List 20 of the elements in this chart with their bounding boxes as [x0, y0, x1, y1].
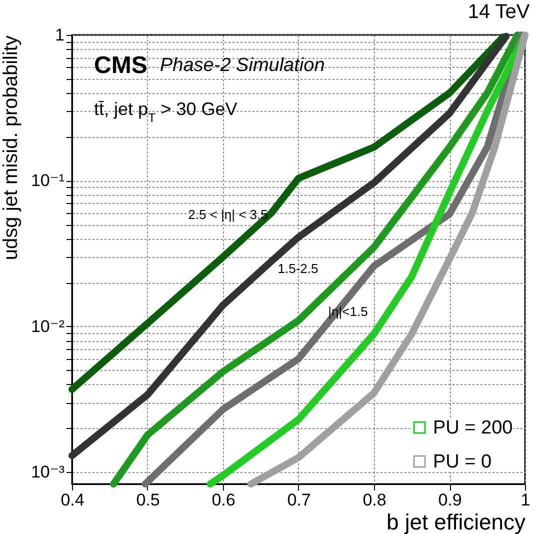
annotation: CMS [94, 52, 148, 79]
x-tick-label: 0.7 [287, 490, 311, 510]
x-tick-label: 0.9 [438, 490, 462, 510]
x-tick-label: 0.8 [362, 490, 386, 510]
x-axis-title: b jet efficiency [386, 510, 526, 534]
y-tick-label: 10⁻³ [30, 462, 65, 482]
x-tick-label: 1 [520, 490, 530, 510]
legend-label: PU = 200 [433, 418, 513, 438]
y-axis-title: udsg jet misid. probability [0, 36, 22, 260]
y-tick-label: 10⁻² [30, 316, 65, 336]
x-tick-label: 0.4 [60, 490, 84, 510]
x-tick-label: 0.5 [136, 490, 160, 510]
y-tick-label: 10⁻¹ [30, 171, 65, 190]
x-tick-label: 0.6 [212, 490, 236, 510]
annotation: 1.5-2.5 [278, 261, 318, 276]
y-tick-label: 1 [55, 26, 64, 44]
chart-title: 14 TeV [468, 1, 530, 23]
legend-label: PU = 0 [433, 452, 492, 472]
annotation: Phase-2 Simulation [160, 55, 325, 76]
annotation: tt̄, jet p$_{T}$ > 30 GeV [94, 99, 238, 125]
